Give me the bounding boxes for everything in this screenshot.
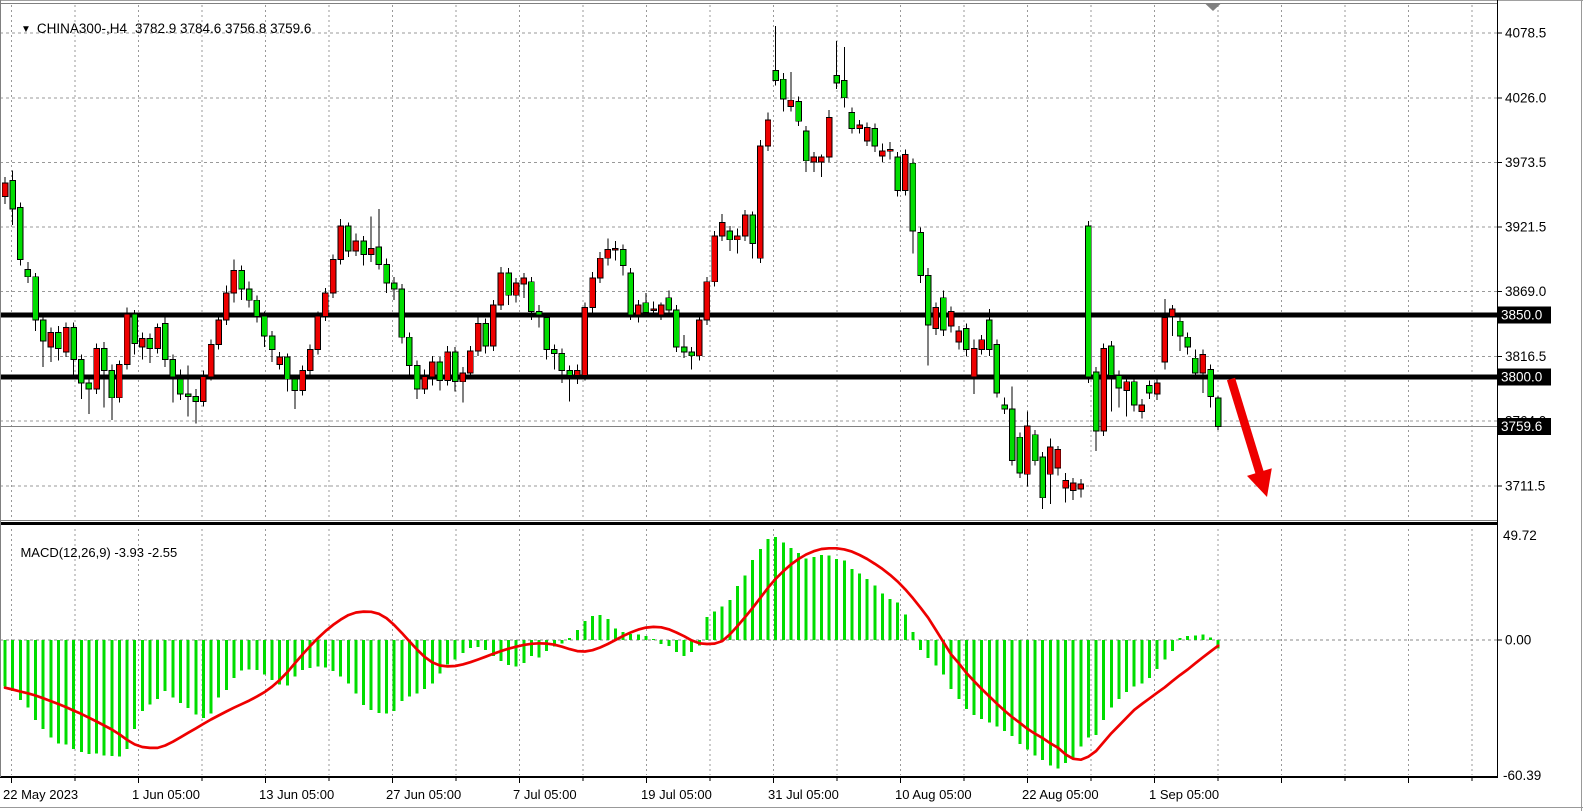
- svg-text:22 May 2023: 22 May 2023: [3, 787, 78, 802]
- vertical-gridlines: [11, 5, 1473, 775]
- svg-text:7 Jul 05:00: 7 Jul 05:00: [513, 787, 577, 802]
- current-bar-marker-icon: [1204, 3, 1222, 11]
- price-axis[interactable]: 4078.54026.03973.53921.53869.03816.53764…: [1497, 26, 1551, 494]
- svg-text:3973.5: 3973.5: [1505, 155, 1546, 170]
- macd-signal-line: [3, 546, 1220, 762]
- svg-text:27 Jun 05:00: 27 Jun 05:00: [386, 787, 461, 802]
- macd-axis[interactable]: 49.72 0.00 -60.39: [1497, 528, 1541, 783]
- svg-text:19 Jul 05:00: 19 Jul 05:00: [641, 787, 712, 802]
- svg-text:31 Jul 05:00: 31 Jul 05:00: [768, 787, 839, 802]
- svg-text:3816.5: 3816.5: [1505, 349, 1546, 364]
- svg-text:0.00: 0.00: [1505, 633, 1531, 648]
- symbol-dropdown-icon[interactable]: ▼: [21, 24, 31, 35]
- chart-title: ▼ CHINA300-,H4 3782.9 3784.6 3756.8 3759.6: [6, 6, 311, 51]
- svg-text:49.72: 49.72: [1503, 528, 1537, 543]
- svg-text:3711.5: 3711.5: [1505, 479, 1545, 494]
- candlestick-series: [1, 26, 1222, 509]
- price-badge-3850.0: 3850.0: [1497, 306, 1551, 324]
- macd-name-label: MACD(12,26,9): [20, 545, 111, 560]
- svg-text:3759.6: 3759.6: [1501, 419, 1542, 434]
- down-arrow-annotation[interactable]: [1226, 377, 1272, 497]
- price-badge-3800.0: 3800.0: [1497, 368, 1551, 386]
- svg-text:-60.39: -60.39: [1503, 768, 1541, 783]
- svg-text:4026.0: 4026.0: [1505, 90, 1546, 105]
- price-badge-3759.6: 3759.6: [1497, 418, 1551, 436]
- macd-values-label: -3.93 -2.55: [114, 545, 178, 560]
- svg-text:1 Jun 05:00: 1 Jun 05:00: [132, 787, 200, 802]
- svg-text:13 Jun 05:00: 13 Jun 05:00: [259, 787, 334, 802]
- svg-text:3850.0: 3850.0: [1501, 308, 1542, 323]
- indicator-label: MACD(12,26,9) -3.93 -2.55: [6, 530, 177, 575]
- svg-text:1 Sep 05:00: 1 Sep 05:00: [1149, 787, 1219, 802]
- svg-text:3800.0: 3800.0: [1501, 369, 1542, 384]
- time-axis[interactable]: 22 May 2023 1 Jun 05:00 13 Jun 05:00 27 Jun…: [3, 777, 1473, 802]
- symbol-period-label: CHINA300-,H4: [36, 21, 127, 36]
- svg-text:22 Aug 05:00: 22 Aug 05:00: [1022, 787, 1099, 802]
- support-resistance-lines[interactable]: [0, 312, 1497, 380]
- svg-text:4078.5: 4078.5: [1505, 26, 1546, 41]
- title-ohlc-values: 3782.9 3784.6 3756.8 3759.6: [134, 21, 312, 36]
- svg-text:3921.5: 3921.5: [1505, 219, 1546, 234]
- svg-text:10 Aug 05:00: 10 Aug 05:00: [895, 787, 972, 802]
- svg-text:3869.0: 3869.0: [1505, 284, 1546, 299]
